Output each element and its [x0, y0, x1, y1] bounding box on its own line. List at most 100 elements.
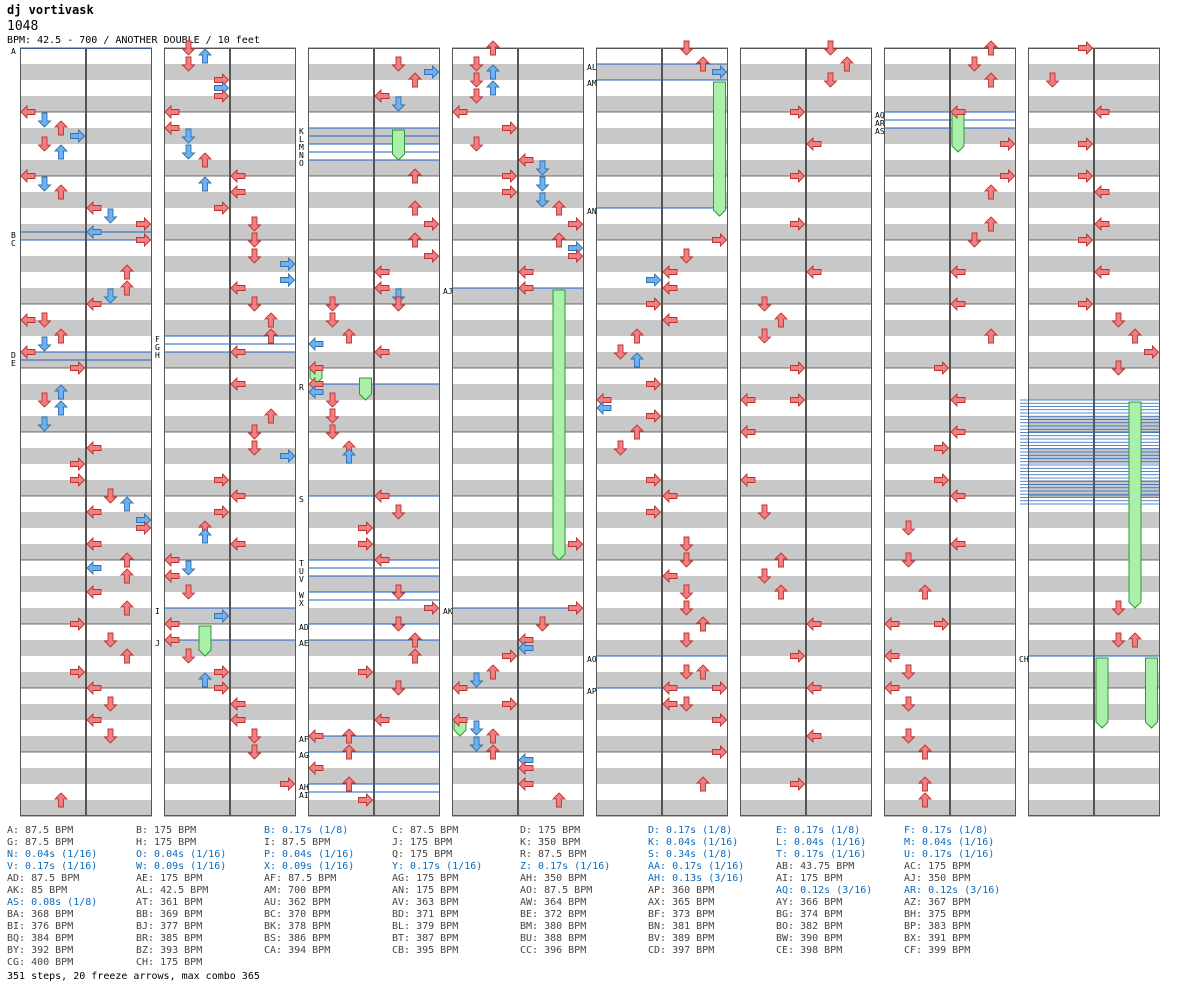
beat-band — [164, 288, 230, 304]
step-arrow — [629, 352, 645, 368]
panel-border — [308, 48, 374, 816]
beat-band — [20, 672, 86, 688]
beat-band — [86, 160, 152, 176]
step-arrow — [53, 184, 69, 200]
legend-entry: CH: 175 BPM — [136, 957, 203, 968]
beat-band — [806, 64, 872, 80]
step-arrow — [806, 616, 822, 632]
beat-band — [86, 544, 152, 560]
step-arrow — [934, 360, 950, 376]
beat-band — [518, 672, 584, 688]
beat-band — [452, 704, 518, 720]
beat-band — [1028, 192, 1094, 208]
beat-band — [230, 96, 296, 112]
beat-band — [452, 128, 518, 144]
step-arrow — [790, 648, 806, 664]
step-arrow — [103, 728, 118, 744]
beat-band — [374, 96, 440, 112]
beat-band — [950, 608, 1016, 624]
beat-band — [452, 448, 518, 464]
beat-band — [86, 384, 152, 400]
step-arrow — [197, 672, 213, 688]
beat-band — [662, 448, 728, 464]
step-arrow — [806, 680, 822, 696]
beat-band — [374, 192, 440, 208]
beat-band — [230, 288, 296, 304]
step-arrow — [757, 328, 772, 344]
step-arrow — [502, 184, 518, 200]
beat-band — [662, 192, 728, 208]
beat-band — [164, 256, 230, 272]
legend-entry: D: 175 BPM — [520, 825, 581, 836]
beat-band — [950, 256, 1016, 272]
beat-band — [86, 256, 152, 272]
legend-entry: U: 0.17s (1/16) — [904, 849, 995, 860]
beat-band — [740, 320, 806, 336]
step-arrow — [535, 160, 550, 176]
step-arrow — [164, 552, 180, 568]
beat-band — [452, 544, 518, 560]
legend-entry: AR: 0.12s (3/16) — [904, 885, 1001, 896]
beat-band — [596, 608, 662, 624]
panel-border — [164, 48, 230, 816]
freeze-arrow — [1095, 657, 1109, 729]
beat-band — [452, 416, 518, 432]
beat-band — [1094, 256, 1160, 272]
beat-band — [596, 288, 662, 304]
step-arrow — [308, 384, 324, 400]
beat-band — [230, 64, 296, 80]
beat-band — [740, 448, 806, 464]
panel-border — [884, 48, 950, 816]
step-arrow — [1111, 632, 1126, 648]
step-arrow — [37, 416, 52, 432]
step-arrow — [391, 56, 406, 72]
step-arrow — [103, 208, 118, 224]
legend-entry: BH: 375 BPM — [904, 909, 971, 920]
step-arrow — [790, 360, 806, 376]
beat-band — [950, 704, 1016, 720]
legend-entry: BV: 389 BPM — [648, 933, 715, 944]
beat-band — [20, 576, 86, 592]
step-arrow — [325, 296, 340, 312]
step-arrow — [230, 488, 246, 504]
step-arrow — [53, 400, 69, 416]
beat-band — [1028, 384, 1094, 400]
beat-band — [1028, 576, 1094, 592]
step-arrow — [119, 280, 135, 296]
step-arrow — [308, 360, 324, 376]
step-arrow — [341, 728, 357, 744]
bpm-change-label: A — [11, 47, 16, 56]
bpm-change-label: W — [299, 591, 304, 600]
beat-band — [1028, 704, 1094, 720]
legend-entry: D: 0.17s (1/8) — [648, 825, 733, 836]
beat-band — [374, 160, 440, 176]
beat-band — [164, 64, 230, 80]
beat-band — [740, 768, 806, 784]
beat-band — [230, 640, 296, 656]
beat-band — [518, 640, 584, 656]
chart-column-8: CH — [1019, 40, 1160, 817]
beat-band — [374, 256, 440, 272]
step-arrow — [86, 560, 102, 576]
beat-band — [164, 704, 230, 720]
beat-band — [230, 352, 296, 368]
bpm-change-label: AJ — [443, 287, 453, 296]
step-arrow — [712, 712, 728, 728]
legend-entry: AH: 0.13s (3/16) — [648, 873, 745, 884]
step-arrow — [230, 696, 246, 712]
legend-entry: AM: 700 BPM — [264, 885, 331, 896]
beat-band — [740, 800, 806, 816]
step-arrow — [1000, 168, 1016, 184]
step-arrow — [20, 312, 36, 328]
legend-entry: AY: 366 BPM — [776, 897, 843, 908]
step-arrow — [374, 712, 390, 728]
step-arrow — [70, 128, 86, 144]
beat-band — [374, 512, 440, 528]
step-arrow — [790, 216, 806, 232]
step-arrow — [37, 336, 52, 352]
step-arrow — [629, 424, 645, 440]
legend-entry: A: 87.5 BPM — [7, 825, 74, 836]
beat-band — [518, 448, 584, 464]
beat-band — [20, 512, 86, 528]
